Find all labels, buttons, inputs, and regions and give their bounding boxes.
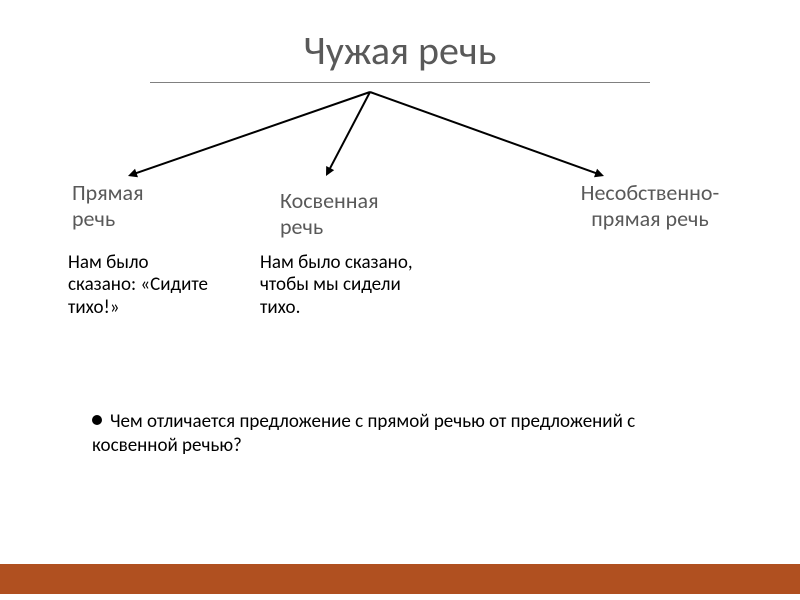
- branch-example-indirect: Нам было сказано,чтобы мы сиделитихо.: [260, 252, 480, 319]
- branch-title-indirect: Косвеннаяречь: [280, 188, 460, 240]
- bottom-bar: [0, 560, 800, 600]
- branch-title-free-indirect: Несобственно-прямая речь: [540, 180, 760, 232]
- question-text: Чем отличается предложение с прямой речь…: [92, 410, 635, 457]
- bullet-icon: [92, 415, 102, 425]
- slide: Чужая речь ПрямаяречьНам былосказано: «С…: [0, 0, 800, 600]
- branch-example-direct: Нам былосказано: «Сидитетихо!»: [68, 252, 258, 319]
- question: Чем отличается предложение с прямой речь…: [92, 410, 692, 458]
- branch-title-direct: Прямаяречь: [72, 180, 252, 232]
- bottom-bar-main: [0, 564, 800, 594]
